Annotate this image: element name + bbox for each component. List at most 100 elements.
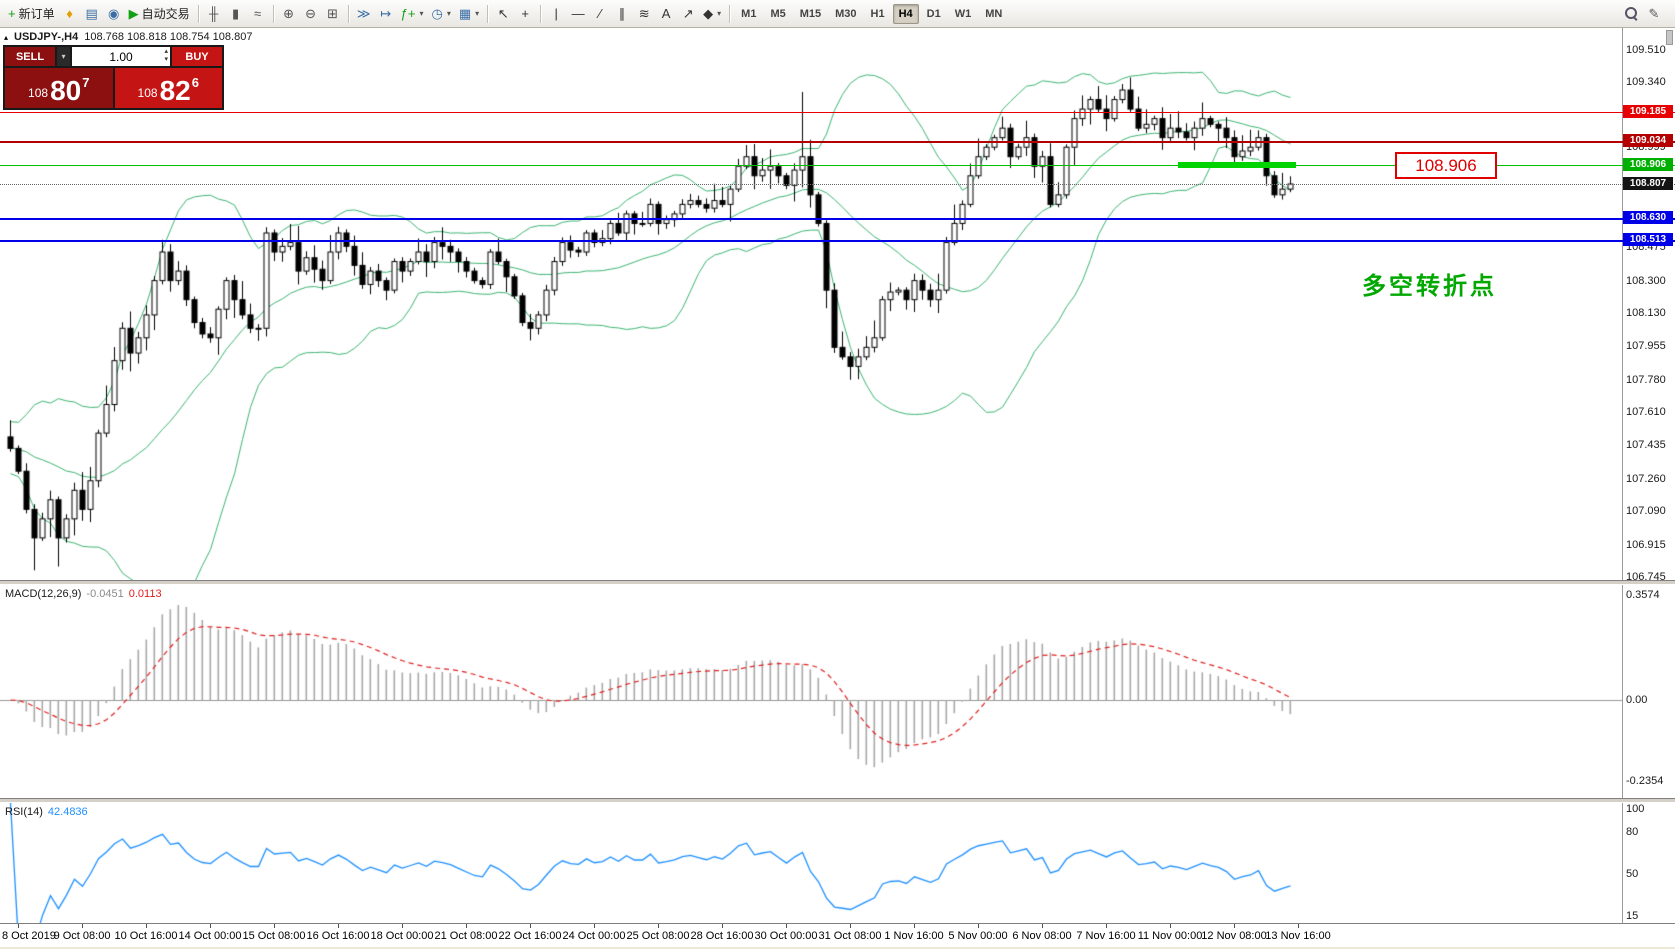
timeframe-m15[interactable]: M15: [799, 7, 822, 20]
dropdown-caret-icon: ▾: [419, 9, 424, 18]
macd-axis-border: [1622, 585, 1623, 798]
time-axis[interactable]: 8 Oct 2019 9 Oct 08:00 10 Oct 16:00 14 Oct …: [0, 923, 1675, 947]
chart-profile-icon[interactable]: ✎: [1643, 3, 1665, 25]
periods-icon[interactable]: ◷ ▾: [427, 3, 454, 25]
rsi-panel-splitter[interactable]: [0, 798, 1675, 803]
fibonacci-icon[interactable]: ≋: [633, 3, 655, 25]
arrows-tool-icon[interactable]: ↗: [677, 3, 699, 25]
chart-window: ▴ USDJPY-,H4 108.768 108.818 108.754 108…: [0, 28, 1675, 580]
autotrading-button[interactable]: ▶ 自动交易: [125, 3, 194, 25]
rsi-axis-label: 15: [1626, 910, 1639, 922]
alerts-icon: ♦: [66, 6, 73, 21]
price-tag-108.807: 108.807: [1623, 177, 1673, 190]
text-label-icon[interactable]: A: [655, 3, 677, 25]
volume-up-icon[interactable]: ▴: [164, 48, 168, 55]
zoom-in-icon[interactable]: ⊕: [278, 3, 300, 25]
timeframe-h1[interactable]: H1: [870, 7, 885, 20]
market-watch-icon[interactable]: ▤: [81, 3, 103, 25]
macd-axis-label: -0.2354: [1626, 775, 1664, 787]
chart-symbol-period: USDJPY-,H4: [14, 31, 79, 43]
channel-icon[interactable]: ∥: [611, 3, 633, 25]
timeframe-m1[interactable]: M1: [741, 7, 757, 20]
toolbar-separator: [540, 4, 542, 23]
buy-price-button[interactable]: 108 82 6: [114, 68, 222, 108]
search-icon[interactable]: [1620, 3, 1643, 25]
price-axis-label: 106.745: [1626, 571, 1666, 580]
buy-button[interactable]: BUY: [172, 47, 222, 66]
vertical-line-icon[interactable]: |: [545, 3, 567, 25]
time-tick: [274, 924, 275, 928]
time-tick: [1170, 924, 1171, 928]
text-label-icon: A: [661, 6, 671, 21]
shapes-icon[interactable]: ◆ ▾: [699, 3, 725, 25]
sell-button[interactable]: SELL: [5, 47, 55, 66]
timeframe-m5[interactable]: M5: [770, 7, 786, 20]
time-axis-label: 22 Oct 16:00: [498, 930, 562, 942]
price-axis-label: 107.780: [1626, 373, 1666, 386]
cursor-icon[interactable]: ↖: [492, 3, 514, 25]
macd-main-value: -0.0451: [86, 588, 124, 600]
price-axis-label: 107.955: [1626, 340, 1666, 353]
support-highlight-segment: [1178, 162, 1296, 169]
timeframe-w1[interactable]: W1: [954, 7, 972, 20]
time-axis-label: 30 Oct 00:00: [754, 930, 818, 942]
sell-price-button[interactable]: 108 80 7: [5, 68, 113, 108]
line-chart-icon: ≈: [254, 6, 262, 21]
buy-price-prefix: 108: [137, 86, 158, 100]
crosshair-icon[interactable]: +: [514, 3, 536, 25]
candlestick-chart-icon[interactable]: ▮: [225, 3, 247, 25]
horizontal-line-icon[interactable]: —: [567, 3, 589, 25]
time-tick: [978, 924, 979, 928]
trendline-icon[interactable]: ∕: [589, 3, 611, 25]
volume-input[interactable]: 1.00 ▴ ▾: [72, 47, 170, 66]
macd-axis-label: 0.00: [1626, 694, 1648, 706]
data-window-icon[interactable]: ◉: [103, 3, 125, 25]
rsi-axis-border: [1622, 803, 1623, 923]
rsi-title: RSI(14): [5, 806, 43, 818]
line-chart-icon[interactable]: ≈: [247, 3, 269, 25]
time-tick: [402, 924, 403, 928]
price-callout-box: 108.906: [1395, 152, 1497, 179]
bar-chart-icon: ╫: [209, 6, 219, 21]
new-order-button[interactable]: + 新订单: [4, 3, 59, 25]
zoom-out-icon: ⊖: [305, 6, 317, 21]
chart-title: ▴ USDJPY-,H4 108.768 108.818 108.754 108…: [4, 31, 252, 43]
bar-chart-icon[interactable]: ╫: [203, 3, 225, 25]
time-tick: [850, 924, 851, 928]
rsi-canvas[interactable]: [0, 803, 1622, 923]
chart-scrollbar[interactable]: [1666, 30, 1673, 45]
macd-panel-splitter[interactable]: [0, 580, 1675, 585]
macd-canvas[interactable]: [0, 585, 1622, 798]
timeframe-h4[interactable]: H4: [892, 3, 919, 24]
time-axis-label: 18 Oct 00:00: [370, 930, 434, 942]
order-type-dropdown[interactable]: ▾: [57, 47, 70, 66]
chart-shift-icon[interactable]: ↦: [375, 3, 397, 25]
timeframe-d1[interactable]: D1: [926, 7, 941, 20]
volume-spinner[interactable]: ▴ ▾: [164, 48, 168, 64]
time-axis-label: 16 Oct 16:00: [306, 930, 370, 942]
zoom-out-icon[interactable]: ⊖: [300, 3, 322, 25]
price-axis-label: 108.130: [1626, 307, 1666, 320]
tile-windows-icon[interactable]: ⊞: [322, 3, 344, 25]
shapes-icon: ◆: [703, 6, 714, 21]
indicators-icon[interactable]: ƒ+ ▾: [397, 3, 428, 25]
time-tick: [786, 924, 787, 928]
time-axis-label: 25 Oct 08:00: [626, 930, 690, 942]
market-watch-icon: ▤: [85, 6, 98, 21]
timeframe-m30[interactable]: M30: [835, 7, 857, 20]
time-tick: [338, 924, 339, 928]
time-axis-label: 6 Nov 08:00: [1012, 930, 1072, 942]
autotrading-button-label: 自动交易: [141, 7, 190, 21]
time-axis-label: 28 Oct 16:00: [690, 930, 754, 942]
time-tick: [1106, 924, 1107, 928]
timeframe-mn[interactable]: MN: [985, 7, 1003, 20]
time-tick: [210, 924, 211, 928]
volume-down-icon[interactable]: ▾: [164, 56, 168, 63]
alerts-icon[interactable]: ♦: [59, 3, 81, 25]
time-tick: [1234, 924, 1235, 928]
price-chart-canvas[interactable]: [0, 28, 1622, 580]
collapse-chart-icon[interactable]: ▴: [4, 32, 9, 42]
auto-scroll-icon[interactable]: ≫: [353, 3, 375, 25]
templates-icon[interactable]: ▦ ▾: [455, 3, 483, 25]
time-tick: [18, 924, 19, 928]
